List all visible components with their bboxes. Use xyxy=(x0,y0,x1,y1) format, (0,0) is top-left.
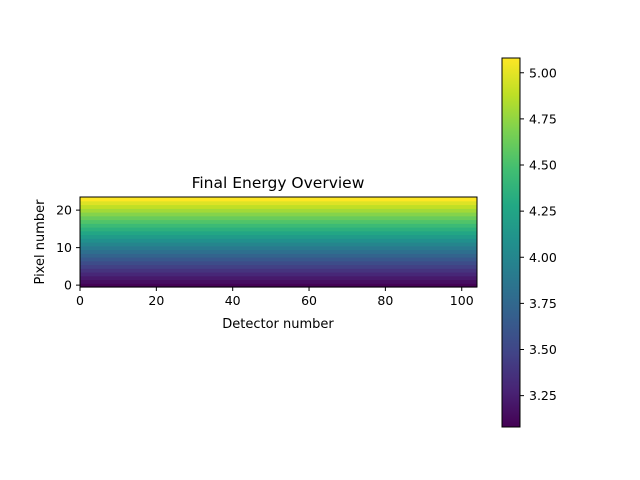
heatmap-row xyxy=(80,215,477,221)
colorbar xyxy=(501,57,521,428)
heatmap-row xyxy=(80,238,477,243)
heatmap-row xyxy=(80,268,477,273)
heatmap-row xyxy=(80,227,477,232)
heatmap-row xyxy=(80,212,477,217)
colorbar-tick-label: 4.00 xyxy=(529,250,557,265)
x-axis-ticks: 0 20 40 60 80 100 xyxy=(76,287,474,308)
y-axis-ticks: 0 10 20 xyxy=(56,203,80,293)
colorbar-tick-label: 4.75 xyxy=(529,111,557,126)
x-tick-label: 20 xyxy=(148,293,164,308)
heatmap-row xyxy=(80,219,477,224)
x-tick-label: 60 xyxy=(301,293,317,308)
colorbar-tick-label: 5.00 xyxy=(529,65,557,80)
x-tick-label: 100 xyxy=(450,293,474,308)
colorbar-tick-label: 3.75 xyxy=(529,296,557,311)
heatmap-row xyxy=(80,283,477,288)
colorbar-tick-label: 3.50 xyxy=(529,342,557,357)
heatmap-row xyxy=(80,242,477,247)
y-tick-label: 10 xyxy=(56,240,72,255)
colorbar-tick-label: 4.50 xyxy=(529,158,557,173)
heatmap-row xyxy=(80,204,477,209)
colorbar-tick-label: 4.25 xyxy=(529,204,557,219)
heatmap-row xyxy=(80,230,477,236)
plot-frame xyxy=(79,196,478,288)
x-tick-label: 40 xyxy=(225,293,241,308)
y-axis-label: Pixel number xyxy=(33,199,48,285)
heatmap-row xyxy=(80,272,477,277)
x-tick-label: 80 xyxy=(377,293,393,308)
heatmap-row xyxy=(80,223,477,228)
heatmap-row xyxy=(80,279,477,284)
heatmap-row xyxy=(80,234,477,239)
heatmap-row xyxy=(80,197,477,202)
heatmap-row xyxy=(80,253,477,258)
heatmap-row xyxy=(80,208,477,213)
heatmap-row xyxy=(80,200,477,206)
colorbar-tick-label: 3.25 xyxy=(529,388,557,403)
y-tick-label: 0 xyxy=(64,278,72,293)
colorbar-ticks: 3.25 3.50 3.75 4.00 4.25 4.50 4.75 5.00 xyxy=(520,65,557,403)
heatmap-cells xyxy=(80,197,477,288)
y-tick-label: 20 xyxy=(56,203,72,218)
x-axis-label: Detector number xyxy=(222,317,334,332)
heatmap-row xyxy=(80,260,477,266)
chart-title: Final Energy Overview xyxy=(192,174,365,192)
heatmap-row xyxy=(80,245,477,251)
heatmap-row xyxy=(80,264,477,269)
heatmap-row xyxy=(80,257,477,262)
heatmap-row xyxy=(80,249,477,254)
x-tick-label: 0 xyxy=(76,293,84,308)
heatmap-row xyxy=(80,275,477,281)
